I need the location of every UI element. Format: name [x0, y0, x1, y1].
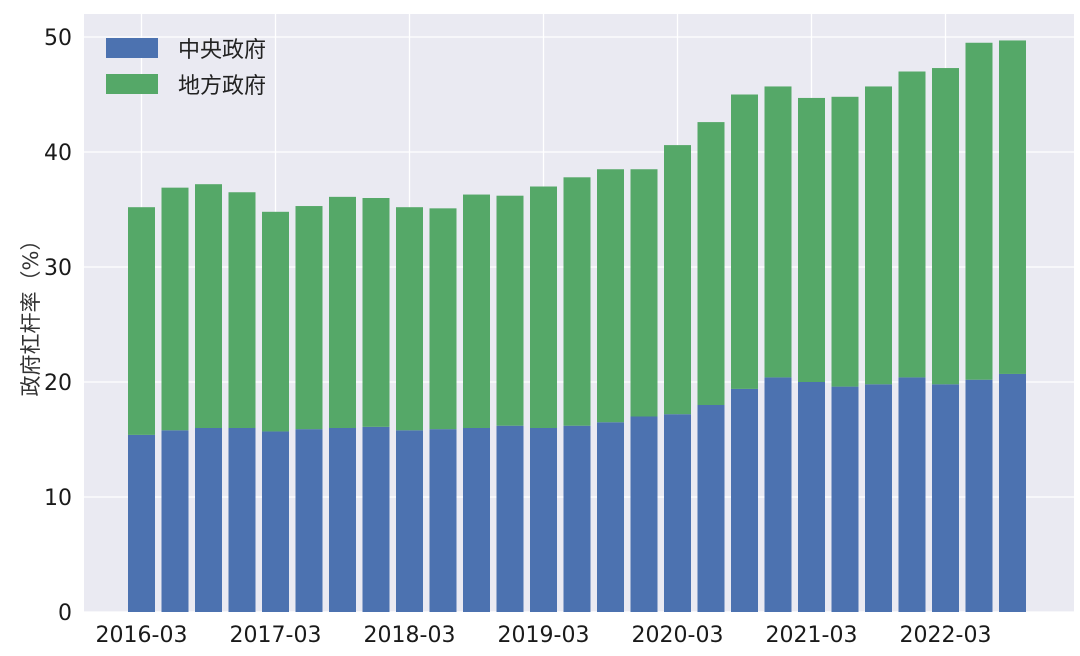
bar-central-government	[128, 434, 155, 612]
bar-local-government	[262, 211, 289, 432]
bar-local-government	[630, 169, 658, 417]
y-tick-label: 40	[44, 141, 72, 166]
bar-central-government	[597, 422, 624, 612]
bar-local-government	[865, 86, 892, 385]
bar-local-government	[161, 187, 189, 431]
bar-local-government	[731, 94, 758, 389]
y-tick-label: 50	[44, 26, 72, 51]
y-tick-label: 20	[44, 371, 72, 396]
x-tick-label: 2021-03	[766, 623, 858, 648]
bar-central-government	[999, 373, 1026, 612]
legend-swatch-central	[106, 38, 158, 58]
bar-local-government	[396, 207, 423, 431]
x-tick-label: 2018-03	[364, 623, 456, 648]
bar-central-government	[161, 430, 189, 612]
bars	[128, 40, 1026, 612]
bar-local-government	[362, 198, 390, 427]
bar-local-government	[999, 40, 1026, 374]
bar-local-government	[965, 42, 993, 380]
bar-central-government	[429, 429, 457, 612]
bar-local-government	[329, 196, 356, 428]
x-tick-label: 2022-03	[900, 623, 992, 648]
bar-central-government	[195, 428, 222, 612]
bar-central-government	[262, 431, 289, 612]
bar-local-government	[429, 208, 457, 430]
x-tick-label: 2020-03	[632, 623, 724, 648]
bar-central-government	[563, 425, 591, 612]
bar-local-government	[764, 86, 792, 378]
legend: 中央政府 地方政府	[106, 38, 266, 99]
bar-local-government	[664, 145, 691, 415]
legend-swatch-local	[106, 74, 158, 94]
bar-central-government	[731, 388, 758, 612]
x-tick-label: 2016-03	[96, 623, 188, 648]
bar-central-government	[463, 428, 490, 612]
legend-label-local: 地方政府	[178, 74, 266, 99]
y-tick-label: 0	[58, 601, 72, 626]
y-axis-label: 政府杠杆率（%）	[19, 230, 43, 397]
bar-local-government	[496, 195, 524, 426]
bar-local-government	[563, 177, 591, 426]
bar-central-government	[697, 405, 725, 612]
y-tick-label: 30	[44, 256, 72, 281]
bar-local-government	[463, 194, 490, 428]
bar-central-government	[329, 428, 356, 612]
bar-central-government	[932, 384, 959, 612]
bar-central-government	[798, 382, 825, 612]
bar-central-government	[965, 379, 993, 612]
y-tick-labels: 0 10 20 30 40 50	[44, 26, 72, 626]
bar-local-government	[195, 184, 222, 428]
bar-central-government	[764, 377, 792, 612]
bar-central-government	[496, 425, 524, 612]
bar-local-government	[597, 169, 624, 423]
bar-central-government	[228, 428, 256, 612]
bar-local-government	[831, 96, 859, 387]
y-tick-label: 10	[44, 486, 72, 511]
bar-central-government	[530, 428, 557, 612]
bar-central-government	[362, 426, 390, 612]
bar-central-government	[295, 429, 323, 612]
bar-local-government	[697, 122, 725, 405]
bar-local-government	[798, 97, 825, 382]
x-tick-labels: 2016-03 2017-03 2018-03 2019-03 2020-03 2021-…	[96, 623, 992, 648]
bar-central-government	[630, 416, 658, 612]
bar-local-government	[932, 68, 959, 385]
bar-central-government	[865, 384, 892, 612]
legend-label-central: 中央政府	[178, 38, 266, 63]
x-tick-label: 2019-03	[498, 623, 590, 648]
bar-central-government	[898, 377, 926, 612]
bar-local-government	[228, 192, 256, 428]
bar-local-government	[898, 71, 926, 378]
bar-local-government	[128, 207, 155, 435]
x-tick-label: 2017-03	[230, 623, 322, 648]
bar-central-government	[831, 386, 859, 612]
bar-central-government	[664, 414, 691, 612]
bar-local-government	[295, 206, 323, 430]
bar-central-government	[396, 430, 423, 612]
bar-local-government	[530, 186, 557, 428]
